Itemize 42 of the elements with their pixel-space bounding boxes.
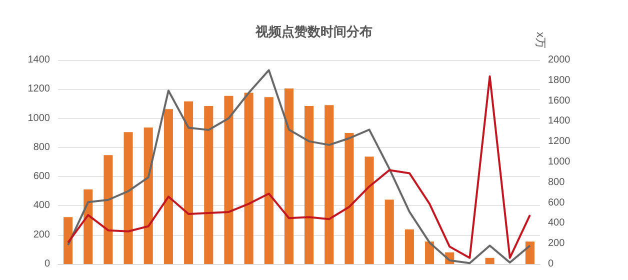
bar	[84, 189, 93, 264]
y2-tick-label: 200	[548, 238, 566, 250]
bar	[244, 92, 254, 264]
bar	[384, 200, 394, 264]
bar	[525, 242, 534, 264]
bar	[104, 155, 113, 264]
bar	[324, 105, 334, 264]
y2-tick-label: 1400	[548, 116, 571, 127]
y-tick-label: 1000	[28, 112, 50, 124]
bar	[364, 156, 374, 264]
bar	[284, 88, 294, 264]
y2-axis-title: x万	[534, 32, 546, 48]
bar	[184, 101, 194, 264]
y-tick-label: 600	[33, 171, 50, 182]
y-tick-label: 800	[33, 142, 50, 153]
bar	[164, 109, 173, 264]
y-tick-label: 400	[33, 200, 50, 212]
bar	[404, 229, 414, 264]
bar	[124, 132, 133, 264]
bar	[64, 217, 73, 264]
bar	[144, 127, 153, 264]
bar	[425, 242, 434, 264]
bar	[304, 106, 314, 264]
y-tick-label: 1400	[28, 54, 50, 66]
bar	[344, 133, 354, 264]
bar	[485, 258, 494, 264]
y-tick-label: 200	[33, 229, 50, 240]
y2-tick-label: 1600	[548, 95, 571, 106]
y-tick-label: 1200	[28, 84, 50, 95]
y2-tick-label: 2000	[548, 54, 571, 66]
chart-title: 视频点赞数时间分布	[254, 24, 372, 39]
y2-tick-label: 1200	[548, 136, 571, 148]
bar	[264, 97, 274, 264]
y-tick-label: 0	[44, 258, 50, 270]
y2-tick-label: 400	[548, 218, 566, 229]
bar	[224, 96, 234, 264]
y2-tick-label: 800	[548, 176, 566, 188]
bar	[204, 106, 214, 264]
y2-tick-label: 0	[548, 258, 554, 270]
y2-tick-label: 600	[548, 197, 566, 208]
y2-tick-label: 1000	[548, 156, 571, 168]
y2-tick-label: 1800	[548, 74, 571, 86]
